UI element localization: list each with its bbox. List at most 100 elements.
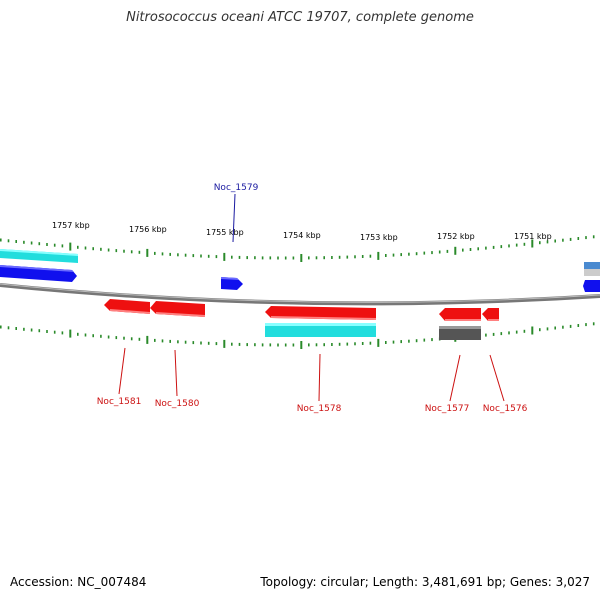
upper-minor-tick: [431, 251, 433, 255]
upper-minor-tick: [269, 256, 272, 260]
gene-label-noc1577[interactable]: Noc_1577: [425, 404, 470, 414]
scale-label-1755: 1755 kbp: [206, 228, 244, 237]
upper-major-tick: [300, 254, 303, 262]
lower-minor-tick: [361, 342, 364, 345]
lower-minor-tick: [562, 325, 564, 329]
lower-minor-tick: [261, 343, 264, 347]
forward-cds-highlight-left[interactable]: [0, 249, 78, 263]
upper-minor-tick: [184, 253, 187, 257]
upper-minor-tick: [354, 255, 356, 259]
upper-minor-tick: [477, 247, 479, 251]
lower-minor-tick: [500, 332, 503, 336]
upper-minor-tick: [138, 250, 141, 254]
scale-label-1752: 1752 kbp: [437, 232, 475, 241]
lower-minor-tick: [400, 340, 402, 344]
upper-minor-tick: [77, 245, 79, 249]
rna-gene-noc1577[interactable]: [439, 326, 481, 340]
genome-title: Nitrosococcus oceani ATCC 19707, complet…: [126, 10, 474, 25]
upper-major-tick: [146, 248, 149, 257]
upper-minor-tick: [169, 252, 171, 256]
forward-gene-noc1579[interactable]: [221, 277, 243, 290]
upper-minor-tick: [30, 241, 33, 245]
lower-minor-tick: [408, 339, 410, 343]
lower-minor-tick: [161, 339, 164, 343]
upper-minor-tick: [408, 252, 410, 256]
upper-minor-tick: [469, 248, 472, 251]
upper-minor-tick: [261, 256, 264, 260]
lower-minor-tick: [423, 338, 426, 342]
reverse-cds-highlight-noc1578[interactable]: [265, 323, 376, 337]
gene-label-noc1578[interactable]: Noc_1578: [297, 404, 342, 414]
upper-minor-tick: [84, 246, 87, 250]
lower-major-tick: [69, 329, 72, 338]
lower-minor-tick: [7, 326, 10, 330]
lower-minor-tick: [354, 342, 356, 346]
lower-minor-tick: [585, 323, 587, 327]
upper-minor-tick: [415, 252, 418, 256]
lower-minor-tick: [231, 342, 233, 346]
lower-minor-tick: [100, 334, 102, 338]
upper-minor-tick: [284, 256, 287, 260]
lower-minor-tick: [15, 327, 17, 330]
upper-minor-tick: [523, 242, 526, 246]
reverse-gene-noc1576[interactable]: [482, 308, 499, 321]
lower-minor-tick: [0, 325, 2, 329]
upper-minor-tick: [585, 236, 587, 240]
upper-minor-tick: [554, 239, 556, 243]
lower-minor-tick: [515, 330, 518, 334]
reverse-gene-noc1580[interactable]: [150, 301, 205, 317]
upper-minor-tick: [0, 238, 2, 242]
lower-minor-tick: [107, 335, 110, 339]
upper-minor-tick: [562, 238, 564, 242]
lower-minor-tick: [385, 341, 387, 344]
gene-label-noc1579[interactable]: Noc_1579: [214, 183, 259, 193]
lower-minor-tick: [254, 343, 256, 347]
genome-backbone: [0, 283, 600, 306]
forward-gene-left[interactable]: [0, 265, 77, 282]
upper-minor-tick: [161, 252, 164, 256]
upper-minor-tick: [238, 255, 241, 259]
scale-ticks-upper: [0, 235, 595, 262]
lower-minor-tick: [431, 338, 433, 342]
gene-label-noc1580[interactable]: Noc_1580: [155, 399, 200, 409]
upper-minor-tick: [254, 256, 256, 260]
upper-minor-tick: [423, 251, 426, 255]
upper-minor-tick: [15, 240, 17, 243]
lower-minor-tick: [207, 341, 210, 345]
lower-minor-tick: [415, 339, 418, 343]
lower-minor-tick: [84, 333, 87, 337]
leader-line-noc1579: [232, 193, 236, 243]
upper-minor-tick: [177, 253, 179, 257]
upper-minor-tick: [508, 244, 510, 248]
upper-minor-tick: [107, 248, 110, 252]
lower-minor-tick: [485, 333, 487, 337]
lower-minor-tick: [546, 327, 549, 331]
accession-label: Accession: NC_007484: [10, 575, 147, 589]
gene-label-noc1576[interactable]: Noc_1576: [483, 404, 528, 414]
upper-minor-tick: [500, 245, 503, 249]
lower-minor-tick: [200, 341, 202, 345]
scale-ticks-lower: [0, 322, 595, 349]
lower-minor-tick: [154, 338, 156, 342]
lower-minor-tick: [46, 330, 48, 333]
lower-minor-tick: [554, 326, 556, 330]
upper-minor-tick: [38, 242, 41, 246]
lower-minor-tick: [308, 343, 310, 347]
leader-line-noc1581: [118, 347, 126, 395]
forward-gene-right-edge[interactable]: [583, 262, 600, 292]
reverse-gene-noc1577[interactable]: [439, 308, 481, 321]
scale-label-1757: 1757 kbp: [52, 221, 90, 230]
upper-minor-tick: [115, 249, 118, 253]
lower-minor-tick: [215, 342, 218, 346]
reverse-gene-noc1578[interactable]: [265, 306, 376, 320]
lower-minor-tick: [246, 343, 248, 347]
upper-minor-tick: [92, 247, 94, 251]
upper-minor-tick: [577, 237, 580, 240]
upper-minor-tick: [400, 253, 402, 257]
lower-minor-tick: [592, 322, 595, 326]
gene-label-noc1581[interactable]: Noc_1581: [97, 397, 142, 407]
reverse-gene-noc1581[interactable]: [104, 299, 150, 314]
lower-minor-tick: [539, 328, 541, 332]
lower-minor-tick: [238, 342, 241, 346]
